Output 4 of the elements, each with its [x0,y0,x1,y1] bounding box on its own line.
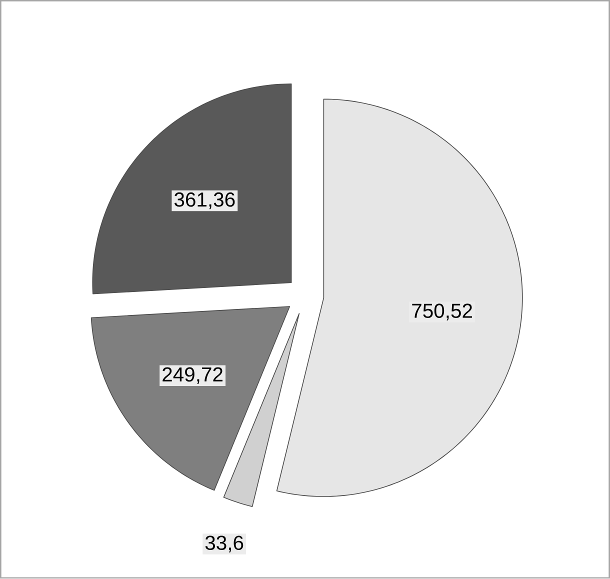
data-label: 33,6 [205,536,244,553]
data-label: 361,36 [174,192,235,210]
data-label: 249,72 [162,367,222,384]
data-label: 750,52 [412,304,472,321]
